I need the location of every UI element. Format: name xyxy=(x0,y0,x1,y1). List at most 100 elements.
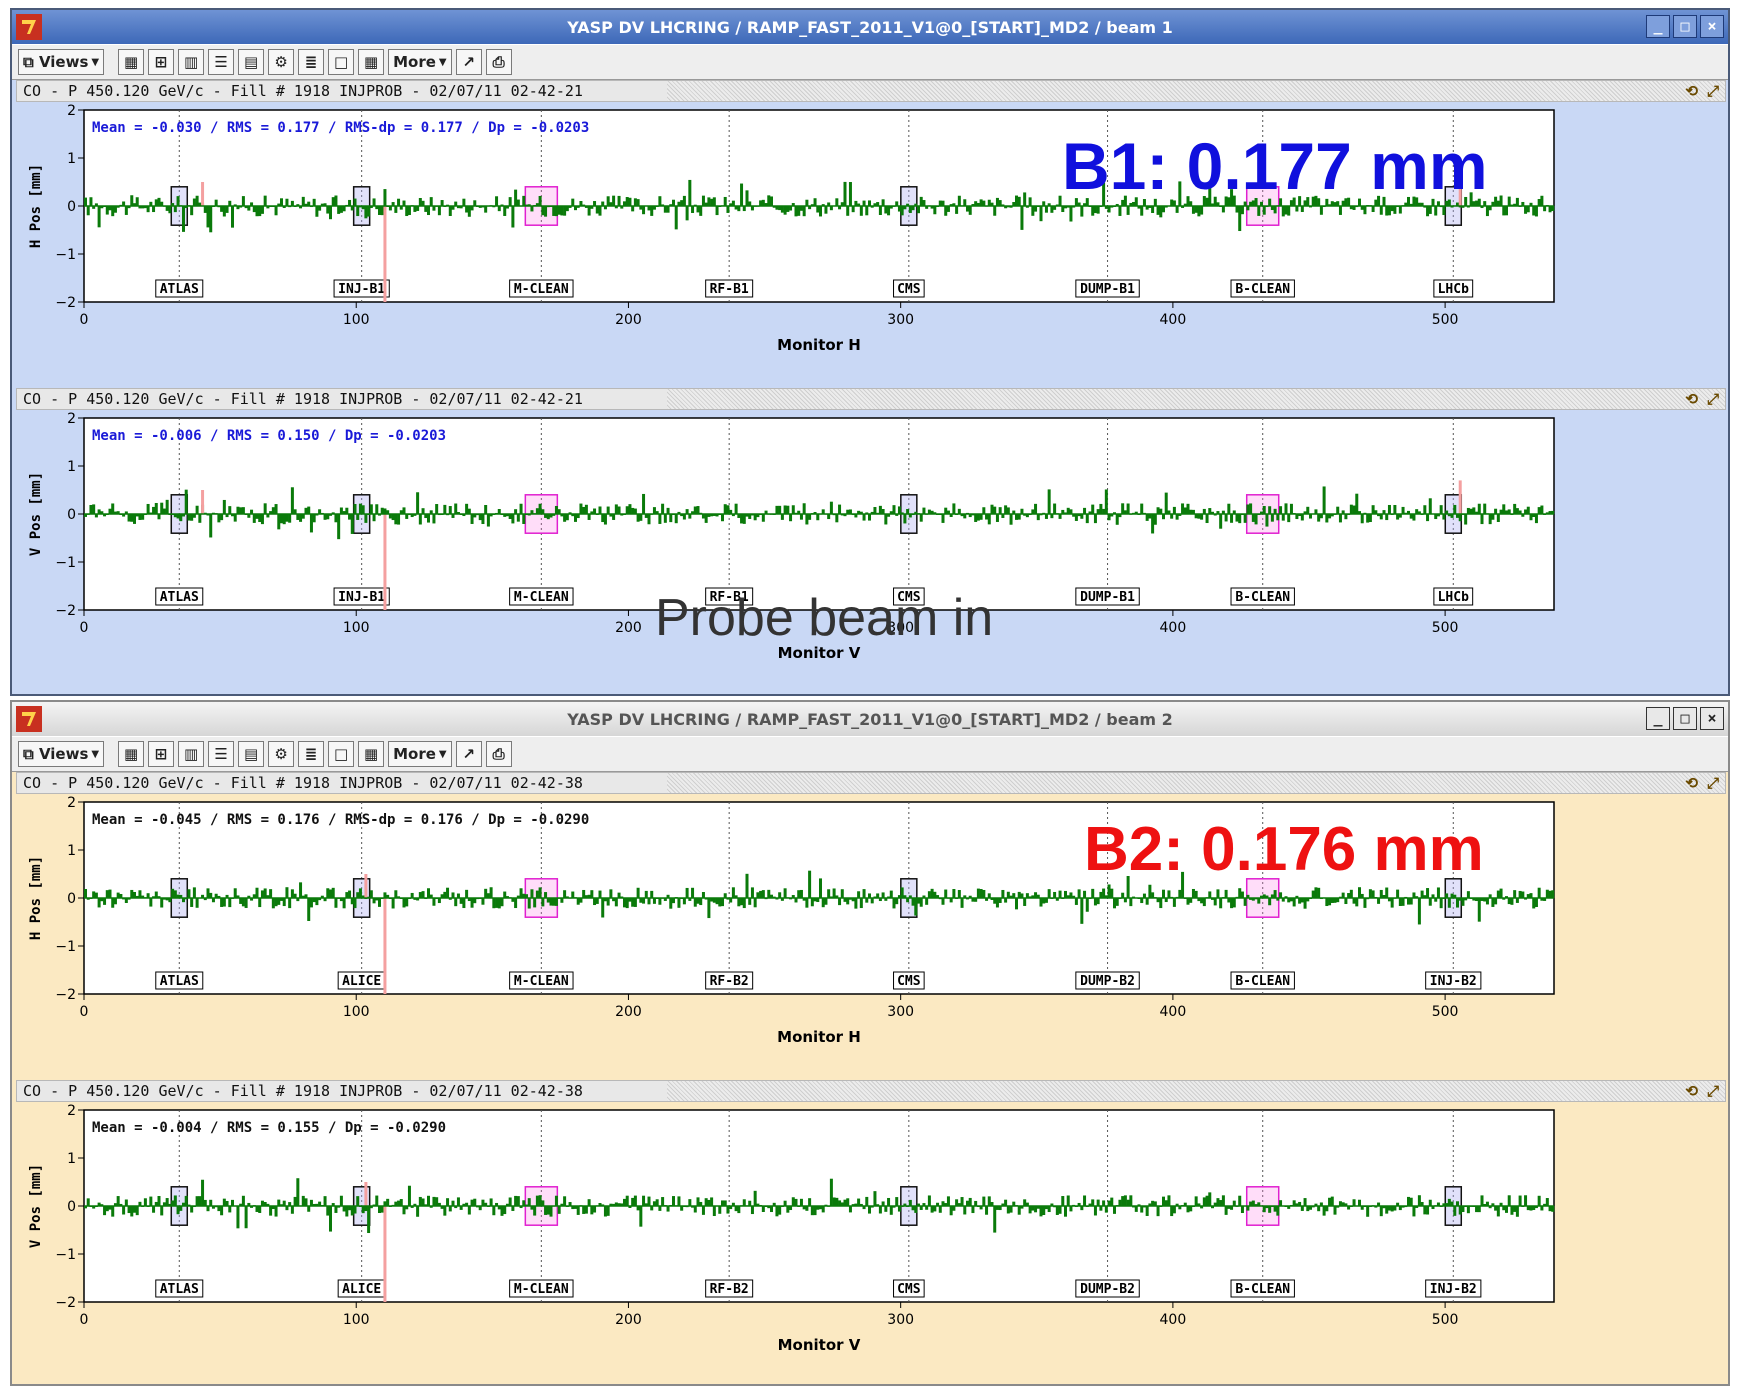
orbit-bar xyxy=(1134,1206,1138,1212)
ip-label: DUMP-B2 xyxy=(1080,1282,1135,1297)
orbit-bar xyxy=(642,1195,646,1206)
orbit-bar xyxy=(157,514,161,520)
orbit-bar xyxy=(1436,514,1440,517)
orbit-bar xyxy=(1325,514,1329,523)
orbit-bar xyxy=(1009,1206,1013,1213)
orbit-bar xyxy=(1466,1206,1470,1214)
blank-icon[interactable]: □ xyxy=(328,741,355,767)
settings-icon[interactable]: ⚙ xyxy=(268,49,295,75)
plot-svg[interactable]: ATLAS INJ-B1 M-CLEAN RF-B1 CMS DUMP-B1 B-CLEAN… xyxy=(16,410,1726,692)
refresh-icon[interactable]: ⟲ ⤢ xyxy=(1685,774,1719,792)
orbit-bar xyxy=(1091,888,1095,898)
orbit-bar xyxy=(1235,206,1239,213)
layout-grid-icon[interactable]: ▦ xyxy=(118,49,145,75)
orbit-bar xyxy=(685,509,689,514)
orbit-bar xyxy=(239,206,243,208)
more-button[interactable]: More ▼ xyxy=(388,49,452,75)
orbit-bar xyxy=(1456,202,1459,206)
orbit-bar xyxy=(478,206,482,208)
orbit-bar xyxy=(819,1206,822,1210)
orbit-bar xyxy=(307,506,311,514)
orbit-bar xyxy=(895,514,899,516)
orbit-bar xyxy=(260,890,264,898)
layout-rows-icon[interactable]: ☰ xyxy=(208,741,235,767)
orbit-bars xyxy=(84,870,1555,925)
orbit-bar xyxy=(1200,898,1204,904)
refresh-icon[interactable]: ⟲ ⤢ xyxy=(1685,390,1719,408)
orbit-plot[interactable]: ATLAS INJ-B1 M-CLEAN RF-B1 CMS DUMP-B1 B-CLEAN… xyxy=(16,102,1726,384)
y-tick-label: −2 xyxy=(55,295,76,311)
orbit-bar xyxy=(1194,514,1198,519)
orbit-bar xyxy=(184,206,188,209)
orbit-bar xyxy=(1306,506,1310,514)
orbit-bar xyxy=(995,1206,999,1210)
views-button[interactable]: ⧉ Views ▼ xyxy=(18,49,105,75)
orbit-plot[interactable]: ATLAS ALICE M-CLEAN RF-B2 CMS DUMP-B2 B-CLEAN I… xyxy=(16,1102,1726,1384)
list-icon[interactable]: ≣ xyxy=(298,741,325,767)
orbit-bar xyxy=(410,514,414,518)
orbit-bar xyxy=(710,1197,714,1206)
orbit-bar xyxy=(721,898,724,907)
orbit-bar xyxy=(329,514,332,516)
layout-tiles-icon[interactable]: ▤ xyxy=(238,49,265,75)
orbit-bar xyxy=(1227,898,1231,903)
ip-label-box xyxy=(893,971,925,990)
orbit-bar xyxy=(740,183,744,206)
layout-columns-icon[interactable]: ▥ xyxy=(178,741,205,767)
refresh-icon[interactable]: ⟲ ⤢ xyxy=(1685,1082,1719,1100)
orbit-bar xyxy=(554,206,558,217)
layout-grid-icon[interactable]: ▦ xyxy=(118,741,145,767)
orbit-bar xyxy=(1317,198,1321,206)
orbit-bar xyxy=(606,506,610,514)
orbit-bar xyxy=(1025,893,1029,898)
x-axis-label: Monitor V xyxy=(778,1336,861,1354)
close-button[interactable]: × xyxy=(1700,707,1724,730)
orbit-bar xyxy=(1104,489,1108,514)
layout-columns-icon[interactable]: ▥ xyxy=(178,49,205,75)
orbit-bar xyxy=(582,506,586,514)
minimize-button[interactable]: _ xyxy=(1646,15,1670,38)
plot-svg[interactable]: ATLAS ALICE M-CLEAN RF-B2 CMS DUMP-B2 B-CLEAN I… xyxy=(16,1102,1726,1384)
orbit-bar xyxy=(625,1195,629,1206)
orbit-bar xyxy=(1314,509,1318,514)
maximize-button[interactable]: □ xyxy=(1673,707,1697,730)
print-icon[interactable]: ⎙ xyxy=(485,741,512,767)
stats-text: Mean = -0.045 / RMS = 0.176 / RMS-dp = 0… xyxy=(92,812,589,828)
orbit-bar xyxy=(859,206,863,216)
title-bar[interactable]: YASP DV LHCRING / RAMP_FAST_2011_V1@0_[S… xyxy=(12,702,1728,736)
orbit-plot[interactable]: ATLAS INJ-B1 M-CLEAN RF-B1 CMS DUMP-B1 B-CLEAN… xyxy=(16,410,1726,692)
export-icon[interactable]: ↗ xyxy=(455,741,482,767)
plot-svg[interactable]: ATLAS INJ-B1 M-CLEAN RF-B1 CMS DUMP-B1 B-CLEAN… xyxy=(16,102,1726,384)
settings-icon[interactable]: ⚙ xyxy=(268,741,295,767)
orbit-bar xyxy=(1426,1206,1430,1215)
orbit-bar xyxy=(339,898,343,902)
more-button[interactable]: More ▼ xyxy=(388,741,452,767)
panel-header: CO - P 450.120 GeV/c - Fill # 1918 INJPR… xyxy=(16,388,1726,410)
orbit-bar xyxy=(84,514,87,517)
ip-label-box xyxy=(155,587,204,606)
plot-svg[interactable]: ATLAS ALICE M-CLEAN RF-B2 CMS DUMP-B2 B-CLEAN I… xyxy=(16,794,1726,1076)
export-icon[interactable]: ↗ xyxy=(455,49,482,75)
print-icon[interactable]: ⎙ xyxy=(485,49,512,75)
orbit-bar xyxy=(1436,887,1440,898)
layout-zoom-icon[interactable]: ⊞ xyxy=(148,49,175,75)
orbit-bar xyxy=(1298,196,1302,206)
close-button[interactable]: × xyxy=(1700,15,1724,38)
orbit-bar xyxy=(541,898,545,907)
layout-tiles-icon[interactable]: ▤ xyxy=(238,741,265,767)
orbit-plot[interactable]: ATLAS ALICE M-CLEAN RF-B2 CMS DUMP-B2 B-CLEAN I… xyxy=(16,794,1726,1076)
views-button[interactable]: ⧉ Views ▼ xyxy=(18,741,105,767)
title-bar[interactable]: YASP DV LHCRING / RAMP_FAST_2011_V1@0_[S… xyxy=(12,10,1728,44)
refresh-icon[interactable]: ⟲ ⤢ xyxy=(1685,82,1719,100)
table-icon[interactable]: ▦ xyxy=(358,49,385,75)
orbit-bar xyxy=(946,206,950,212)
orbit-bar xyxy=(271,898,275,909)
maximize-button[interactable]: □ xyxy=(1673,15,1697,38)
blank-icon[interactable]: □ xyxy=(328,49,355,75)
minimize-button[interactable]: _ xyxy=(1646,707,1670,730)
orbit-bar xyxy=(440,1206,444,1209)
layout-zoom-icon[interactable]: ⊞ xyxy=(148,741,175,767)
table-icon[interactable]: ▦ xyxy=(358,741,385,767)
layout-rows-icon[interactable]: ☰ xyxy=(208,49,235,75)
list-icon[interactable]: ≣ xyxy=(298,49,325,75)
